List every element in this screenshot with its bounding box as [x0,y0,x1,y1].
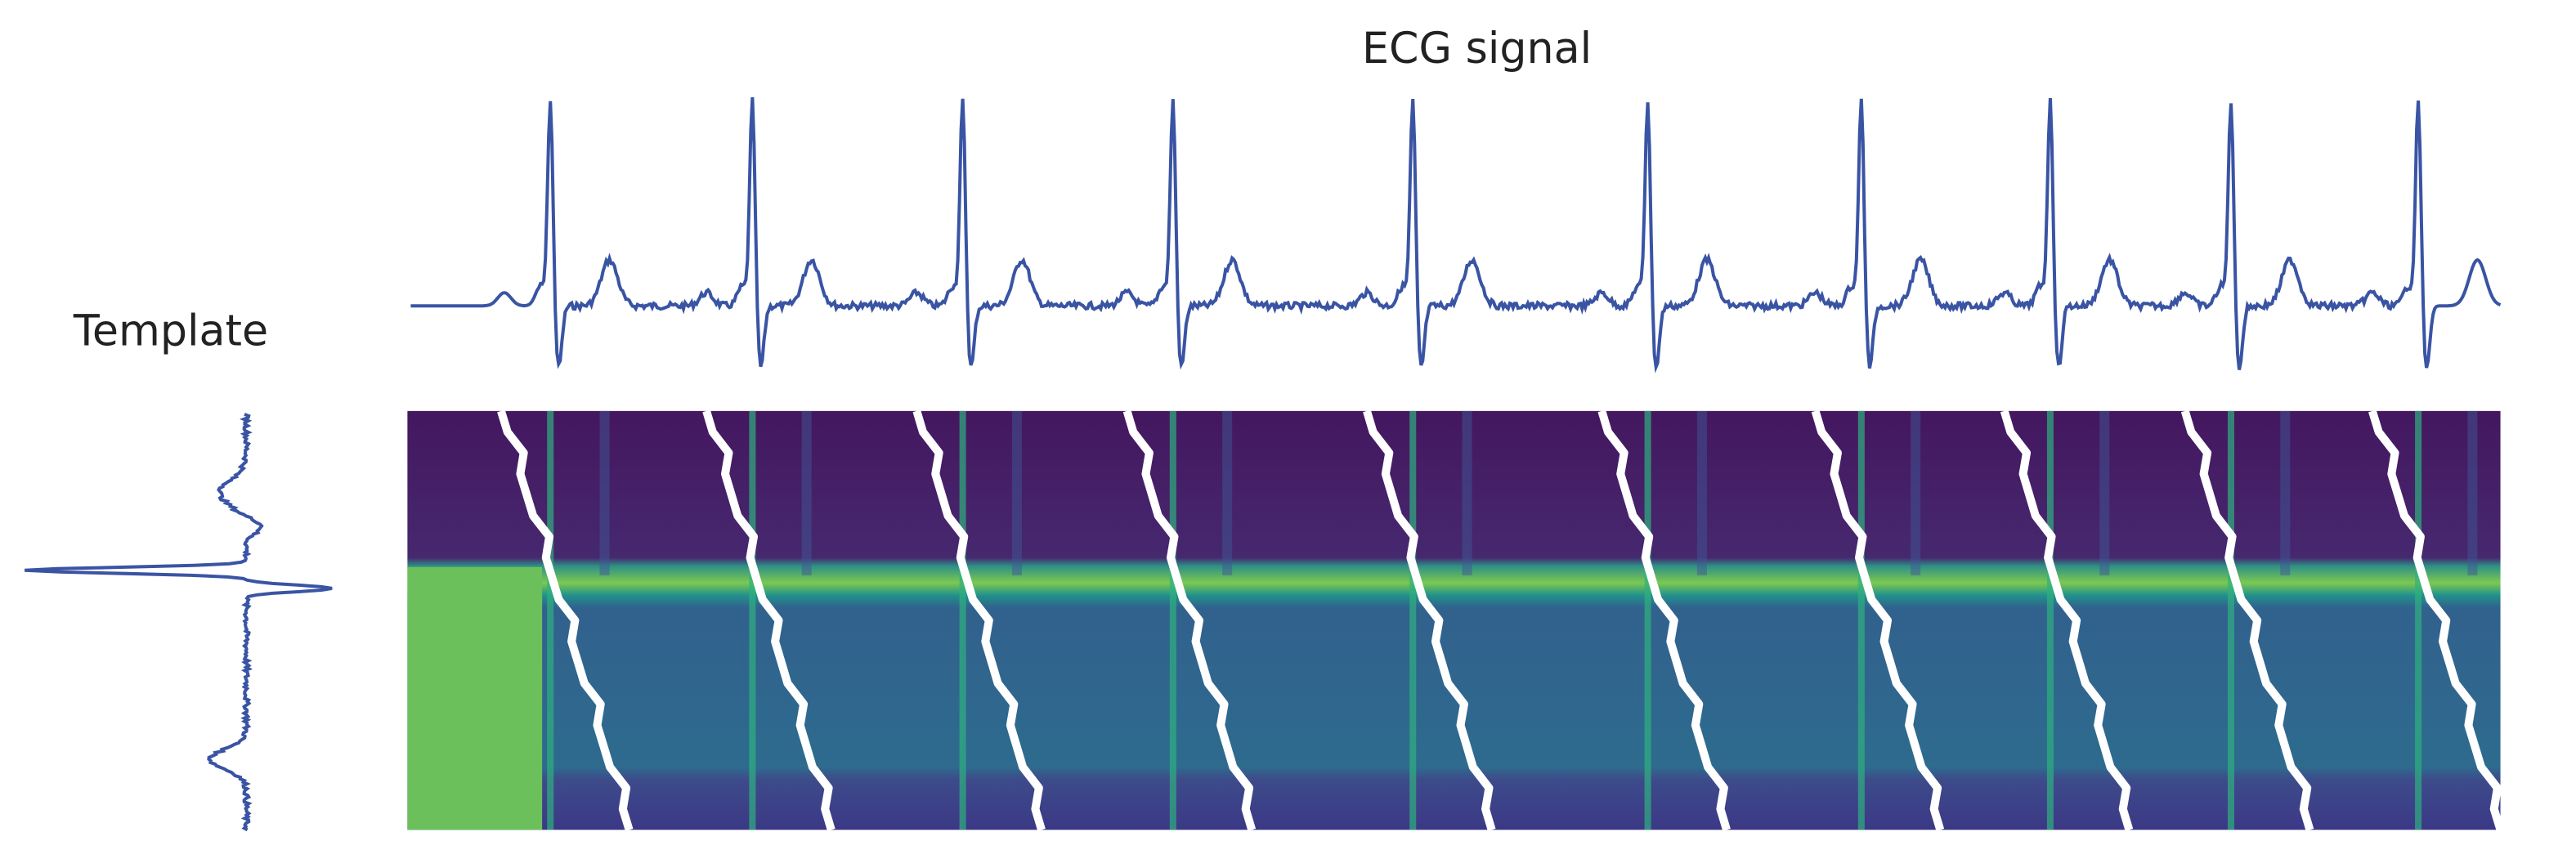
heatmap-column [959,410,966,830]
warping-path [1811,409,1945,831]
cost-heatmap [407,410,2501,830]
heatmap-column-dark [1222,410,1233,575]
heatmap-column [1409,410,1417,830]
heatmap-block [407,566,543,830]
heatmap-column [547,410,554,830]
warping-path [1122,409,1257,831]
heatmap-column-dark [801,410,812,575]
signal-title: ECG signal [1362,25,1592,74]
heatmap-column-dark [1911,410,1921,575]
heatmap-column-dark [1696,410,1707,575]
heatmap-column-dark [1011,410,1022,575]
heatmap-column-dark [599,410,610,575]
heatmap-column-dark [2280,410,2291,575]
heatmap-column-dark [1462,410,1472,575]
heatmap-column [2227,410,2235,830]
heatmap-background [407,410,2501,830]
warping-path [2180,409,2314,831]
ecg-signal [410,96,2502,374]
heatmap-column [1169,410,1176,830]
heatmap-column-dark [2467,410,2478,575]
warping-path [1363,409,1496,831]
heatmap-column [749,410,756,830]
heatmap-column [2046,410,2054,830]
template-title: Template [73,306,268,356]
warping-path [912,409,1046,831]
warping-path [2368,409,2505,831]
heatmap-column [1857,410,1865,830]
heatmap-column [2415,410,2422,830]
warping-path [497,409,634,831]
warping-path [2000,409,2134,831]
template-signal [25,413,333,832]
heatmap-column [1644,410,1651,830]
warping-path [702,409,836,831]
warping-path [1597,409,1731,831]
heatmap-column-dark [2099,410,2110,575]
